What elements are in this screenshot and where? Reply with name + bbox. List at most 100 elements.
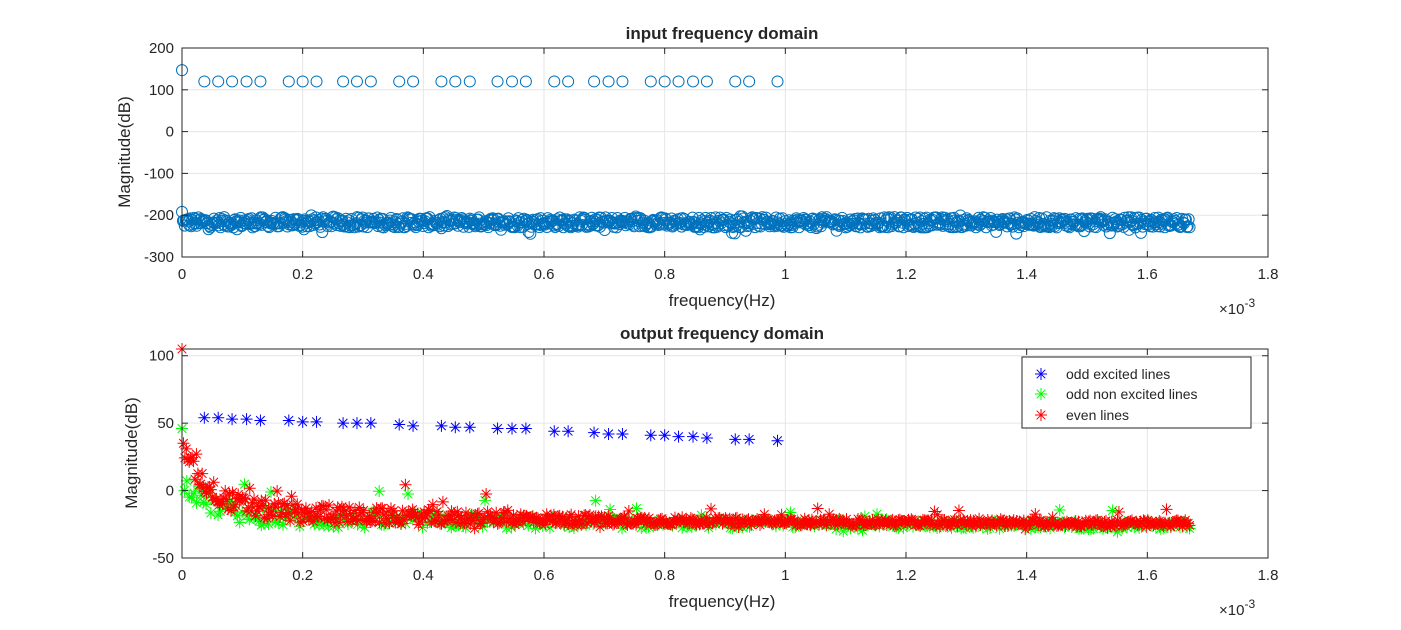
- input-excited-point: [506, 75, 519, 88]
- output-even-point: [269, 500, 282, 513]
- output-even-point: [259, 494, 272, 507]
- output-even-point: [494, 514, 507, 527]
- output-odd-non-excited-point: [478, 494, 491, 507]
- output-even-point: [537, 514, 550, 527]
- output-even-point: [393, 515, 406, 528]
- input-noise-point: [780, 217, 793, 230]
- legend-entry-odd-non-excited: odd non excited lines: [1035, 386, 1198, 402]
- input-xlabel: frequency(Hz): [669, 291, 776, 310]
- output-even-point: [801, 518, 814, 531]
- output-even-point: [465, 508, 478, 521]
- output-odd-non-excited-point: [421, 516, 434, 529]
- output-even-point: [426, 498, 439, 511]
- output-even-point: [207, 476, 220, 489]
- input-excited-point: [602, 75, 615, 88]
- output-even-point: [190, 448, 203, 461]
- output-even-point: [406, 503, 419, 516]
- output-even-point: [1115, 520, 1128, 533]
- output-even-point: [386, 509, 399, 522]
- output-odd-non-excited-point: [185, 491, 198, 504]
- output-even-point: [1133, 518, 1146, 531]
- output-even-point: [177, 437, 190, 450]
- input-ytick-label: 200: [149, 40, 174, 57]
- input-title: input frequency domain: [626, 24, 819, 43]
- output-even-point: [798, 512, 811, 525]
- output-even-point: [288, 506, 301, 519]
- output-even-point: [938, 514, 951, 527]
- output-even-point: [595, 510, 608, 523]
- output-odd-non-excited-point: [214, 505, 227, 518]
- legend-box: [1021, 356, 1252, 429]
- input-markers: [176, 64, 1196, 240]
- output-even-point: [281, 499, 294, 512]
- output-even-point: [1183, 519, 1196, 532]
- output-odd-non-excited-point: [416, 521, 429, 534]
- output-even-point: [279, 508, 292, 521]
- output-odd-non-excited-point: [397, 508, 410, 521]
- output-even-point: [1020, 517, 1033, 530]
- output-odd-excited-point: [658, 429, 671, 442]
- output-even-point: [634, 512, 647, 525]
- output-even-point: [431, 505, 444, 518]
- output-even-point: [462, 512, 475, 525]
- output-even-point: [203, 480, 216, 493]
- output-even-point: [758, 508, 771, 521]
- output-even-point: [1029, 508, 1042, 521]
- output-odd-non-excited-point: [317, 519, 330, 532]
- output-even-point: [478, 511, 491, 524]
- output-odd-non-excited-point: [543, 521, 556, 534]
- output-even-point: [640, 518, 653, 531]
- input-excited-point: [364, 75, 377, 88]
- output-xtick-label: 1.8: [1258, 567, 1279, 584]
- input-ytick-label: 100: [149, 82, 174, 99]
- input-noise-point: [185, 220, 198, 233]
- output-odd-excited-point: [449, 421, 462, 434]
- output-odd-excited-point: [616, 427, 629, 440]
- output-odd-non-excited-point: [233, 516, 246, 529]
- input-xtick-label: 1.2: [896, 266, 917, 283]
- output-even-point: [423, 504, 436, 517]
- output-even-point: [227, 501, 240, 514]
- output-odd-non-excited-point: [200, 498, 213, 511]
- output-even-point: [276, 498, 289, 511]
- output-even-point: [506, 516, 519, 529]
- input-excited-point: [616, 75, 629, 88]
- legend-asterisk-red: [1035, 409, 1047, 421]
- output-even-point: [1160, 503, 1173, 516]
- output-even-point: [960, 518, 973, 531]
- output-even-point: [797, 516, 810, 529]
- output-even-point: [397, 513, 410, 526]
- output-even-point: [419, 510, 432, 523]
- output-odd-non-excited-point: [1053, 504, 1066, 517]
- output-odd-non-excited-point: [373, 485, 386, 498]
- input-excited-point: [687, 75, 700, 88]
- output-even-point: [543, 513, 556, 526]
- output-even-point: [1097, 519, 1110, 532]
- input-noise-point: [598, 224, 611, 237]
- output-even-point: [656, 512, 668, 525]
- output-even-point: [557, 518, 570, 531]
- input-noise-point: [767, 215, 780, 228]
- output-even-point: [271, 485, 284, 498]
- output-odd-excited-point: [407, 419, 420, 432]
- output-even-point: [545, 509, 558, 522]
- output-odd-non-excited-point: [522, 519, 535, 532]
- output-odd-non-excited-point: [904, 517, 917, 530]
- output-even-point: [1010, 514, 1023, 527]
- output-even-point: [485, 511, 498, 524]
- output-even-point: [702, 518, 715, 531]
- output-even-point: [498, 506, 511, 519]
- output-even-point: [444, 509, 457, 522]
- output-even-point: [1086, 518, 1099, 531]
- output-even-point: [1056, 519, 1069, 532]
- output-even-point: [831, 518, 844, 531]
- input-excited-point: [296, 75, 309, 88]
- output-odd-excited-point: [700, 431, 713, 444]
- legend-marker-even: [1035, 409, 1047, 421]
- output-even-point: [811, 502, 824, 515]
- output-even-point: [1167, 519, 1180, 532]
- output-even-point: [774, 513, 787, 526]
- output-even-point: [686, 513, 699, 526]
- input-excited-point: [449, 75, 462, 88]
